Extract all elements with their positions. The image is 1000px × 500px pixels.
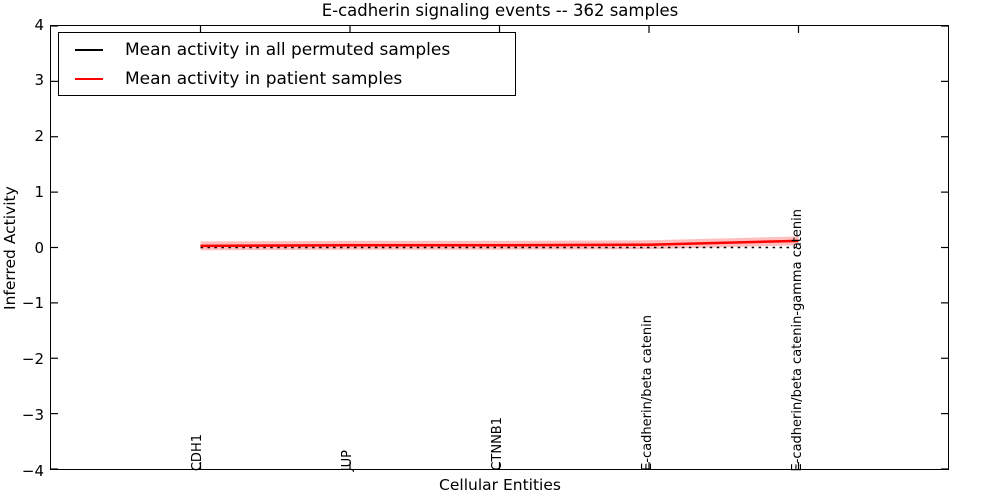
y-tick-label: 1 xyxy=(34,182,44,201)
y-tick-label: −1 xyxy=(21,294,44,313)
legend-item-permuted: Mean activity in all permuted samples xyxy=(59,35,515,64)
x-axis-label: Cellular Entities xyxy=(439,476,561,494)
y-tick-label: 3 xyxy=(34,71,44,90)
x-tick-label: CTNNB1 xyxy=(490,417,505,471)
x-tick-label: E-cadherin/beta catenin-gamma catenin xyxy=(790,208,805,471)
plot-area xyxy=(50,25,949,470)
y-tick-label: 4 xyxy=(34,15,44,34)
y-tick-label: 2 xyxy=(34,127,44,145)
x-tick-label: CDH1 xyxy=(190,433,205,471)
chart-title: E-cadherin signaling events -- 362 sampl… xyxy=(321,1,679,20)
legend: Mean activity in all permuted samples Me… xyxy=(58,32,516,96)
x-tick-label: JUP xyxy=(340,449,355,471)
y-tick-label: 0 xyxy=(34,238,44,257)
legend-label-patient: Mean activity in patient samples xyxy=(125,68,403,89)
series-line-1 xyxy=(200,239,799,248)
y-tick-label: −4 xyxy=(21,461,44,480)
legend-line-sample-black xyxy=(75,48,103,51)
legend-item-patient: Mean activity in patient samples xyxy=(59,64,515,93)
x-tick-label: E-cadherin/beta catenin xyxy=(640,315,655,471)
legend-line-sample-red xyxy=(75,77,103,80)
y-tick-label: −2 xyxy=(21,350,44,368)
plot-canvas xyxy=(51,26,948,469)
legend-label-permuted: Mean activity in all permuted samples xyxy=(125,39,451,60)
y-tick-label: −3 xyxy=(21,405,44,424)
